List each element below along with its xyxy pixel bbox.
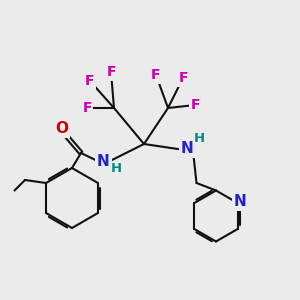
- Text: N: N: [97, 154, 110, 169]
- Text: F: F: [82, 101, 92, 115]
- Text: H: H: [111, 162, 122, 175]
- Text: F: F: [106, 65, 116, 79]
- Text: O: O: [55, 121, 68, 136]
- Text: F: F: [85, 74, 95, 88]
- Text: F: F: [178, 71, 188, 85]
- Text: N: N: [234, 194, 247, 209]
- Text: F: F: [151, 68, 161, 82]
- Text: F: F: [190, 98, 200, 112]
- Text: N: N: [181, 141, 194, 156]
- Text: H: H: [194, 132, 205, 145]
